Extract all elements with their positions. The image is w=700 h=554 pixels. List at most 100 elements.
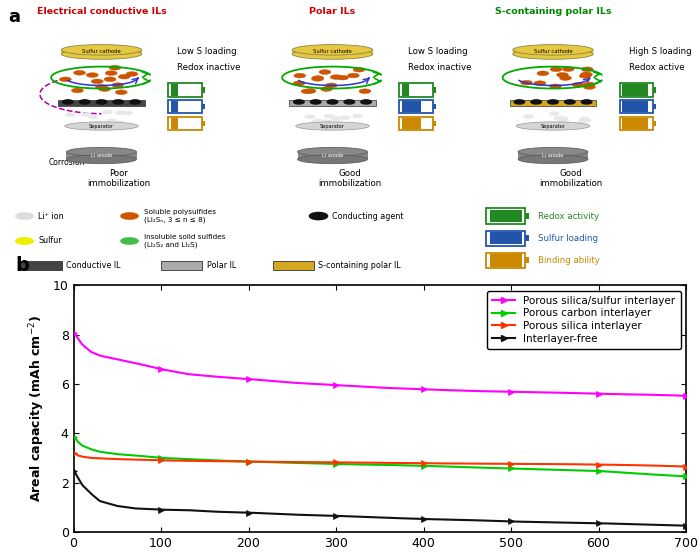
Circle shape xyxy=(65,112,76,117)
Bar xyxy=(202,88,205,93)
Bar xyxy=(402,84,409,95)
Circle shape xyxy=(577,120,587,124)
Text: Separator: Separator xyxy=(540,124,566,129)
Circle shape xyxy=(328,100,337,104)
Text: Good
immobilization: Good immobilization xyxy=(318,169,382,188)
Circle shape xyxy=(562,66,574,71)
Circle shape xyxy=(580,74,592,78)
Ellipse shape xyxy=(66,155,136,164)
Bar xyxy=(168,117,202,130)
Circle shape xyxy=(514,100,525,104)
Bar xyxy=(490,232,522,244)
Bar xyxy=(622,84,648,95)
Bar xyxy=(433,88,436,93)
Bar xyxy=(490,254,522,266)
Bar xyxy=(525,235,528,242)
Bar xyxy=(202,121,205,126)
Circle shape xyxy=(304,115,315,119)
Circle shape xyxy=(99,86,111,91)
Bar xyxy=(289,100,376,106)
Text: Insoluble solid sulfides
(Li₂S₂ and Li₂S): Insoluble solid sulfides (Li₂S₂ and Li₂S… xyxy=(144,234,225,248)
Circle shape xyxy=(581,67,593,71)
Text: S-containing polar ILs: S-containing polar ILs xyxy=(495,7,611,16)
Bar xyxy=(525,257,528,264)
Bar xyxy=(433,121,436,126)
Bar xyxy=(298,152,368,160)
Text: Redox inactive: Redox inactive xyxy=(177,63,241,73)
Bar xyxy=(518,152,588,160)
Bar xyxy=(58,100,145,106)
Text: Separator: Separator xyxy=(320,124,345,129)
Ellipse shape xyxy=(298,155,368,164)
Legend: Porous silica/sulfur interlayer, Porous carbon interlayer, Porous silica interla: Porous silica/sulfur interlayer, Porous … xyxy=(487,290,681,349)
Circle shape xyxy=(126,71,138,76)
Circle shape xyxy=(559,76,571,80)
Circle shape xyxy=(524,115,533,119)
Circle shape xyxy=(326,83,337,88)
Bar xyxy=(168,100,202,114)
Circle shape xyxy=(112,83,124,88)
Text: Li anode: Li anode xyxy=(91,152,112,158)
Bar xyxy=(512,50,594,54)
Circle shape xyxy=(97,100,106,104)
Ellipse shape xyxy=(62,45,141,55)
Text: Good
immobilization: Good immobilization xyxy=(539,169,602,188)
Circle shape xyxy=(330,75,342,79)
Bar xyxy=(622,101,648,112)
Circle shape xyxy=(107,119,117,123)
Circle shape xyxy=(91,79,103,84)
Circle shape xyxy=(122,111,133,115)
Circle shape xyxy=(581,100,592,104)
Text: Conducting agent: Conducting agent xyxy=(332,212,404,220)
Ellipse shape xyxy=(66,147,136,156)
Circle shape xyxy=(116,90,127,95)
Text: Poor
immobilization: Poor immobilization xyxy=(88,169,150,188)
Circle shape xyxy=(118,74,130,79)
Bar xyxy=(402,101,421,112)
Circle shape xyxy=(583,82,595,87)
Bar xyxy=(171,101,178,112)
Bar xyxy=(21,261,62,270)
Bar xyxy=(620,100,653,114)
Circle shape xyxy=(565,100,575,104)
Circle shape xyxy=(120,212,139,219)
Circle shape xyxy=(102,110,113,114)
Bar xyxy=(486,253,525,268)
Circle shape xyxy=(534,81,546,85)
Circle shape xyxy=(579,117,589,121)
Text: Sulfur cathode: Sulfur cathode xyxy=(533,49,573,54)
Circle shape xyxy=(340,116,350,120)
Ellipse shape xyxy=(517,122,589,130)
Bar xyxy=(510,100,596,106)
Circle shape xyxy=(311,100,321,104)
Bar xyxy=(273,261,314,270)
Circle shape xyxy=(86,73,98,78)
Circle shape xyxy=(62,100,73,104)
Circle shape xyxy=(15,212,34,219)
Circle shape xyxy=(558,116,568,121)
Ellipse shape xyxy=(512,45,594,55)
Circle shape xyxy=(331,117,342,121)
Bar xyxy=(171,84,178,95)
Circle shape xyxy=(293,81,305,86)
Circle shape xyxy=(559,119,569,123)
Circle shape xyxy=(556,73,568,77)
Bar xyxy=(433,104,436,109)
Circle shape xyxy=(321,86,332,91)
Circle shape xyxy=(294,100,304,104)
Ellipse shape xyxy=(62,49,141,59)
Bar xyxy=(66,152,136,160)
Text: Low S loading: Low S loading xyxy=(177,47,237,56)
Circle shape xyxy=(321,120,332,124)
Text: Polar IL: Polar IL xyxy=(206,261,236,270)
Bar xyxy=(399,83,433,96)
Circle shape xyxy=(105,71,117,75)
Bar xyxy=(399,117,433,130)
Bar xyxy=(490,210,522,222)
Text: Redox activity: Redox activity xyxy=(538,212,598,220)
Circle shape xyxy=(361,100,372,104)
Bar xyxy=(653,104,657,109)
Circle shape xyxy=(79,100,90,104)
Circle shape xyxy=(95,85,107,89)
Ellipse shape xyxy=(518,147,588,156)
